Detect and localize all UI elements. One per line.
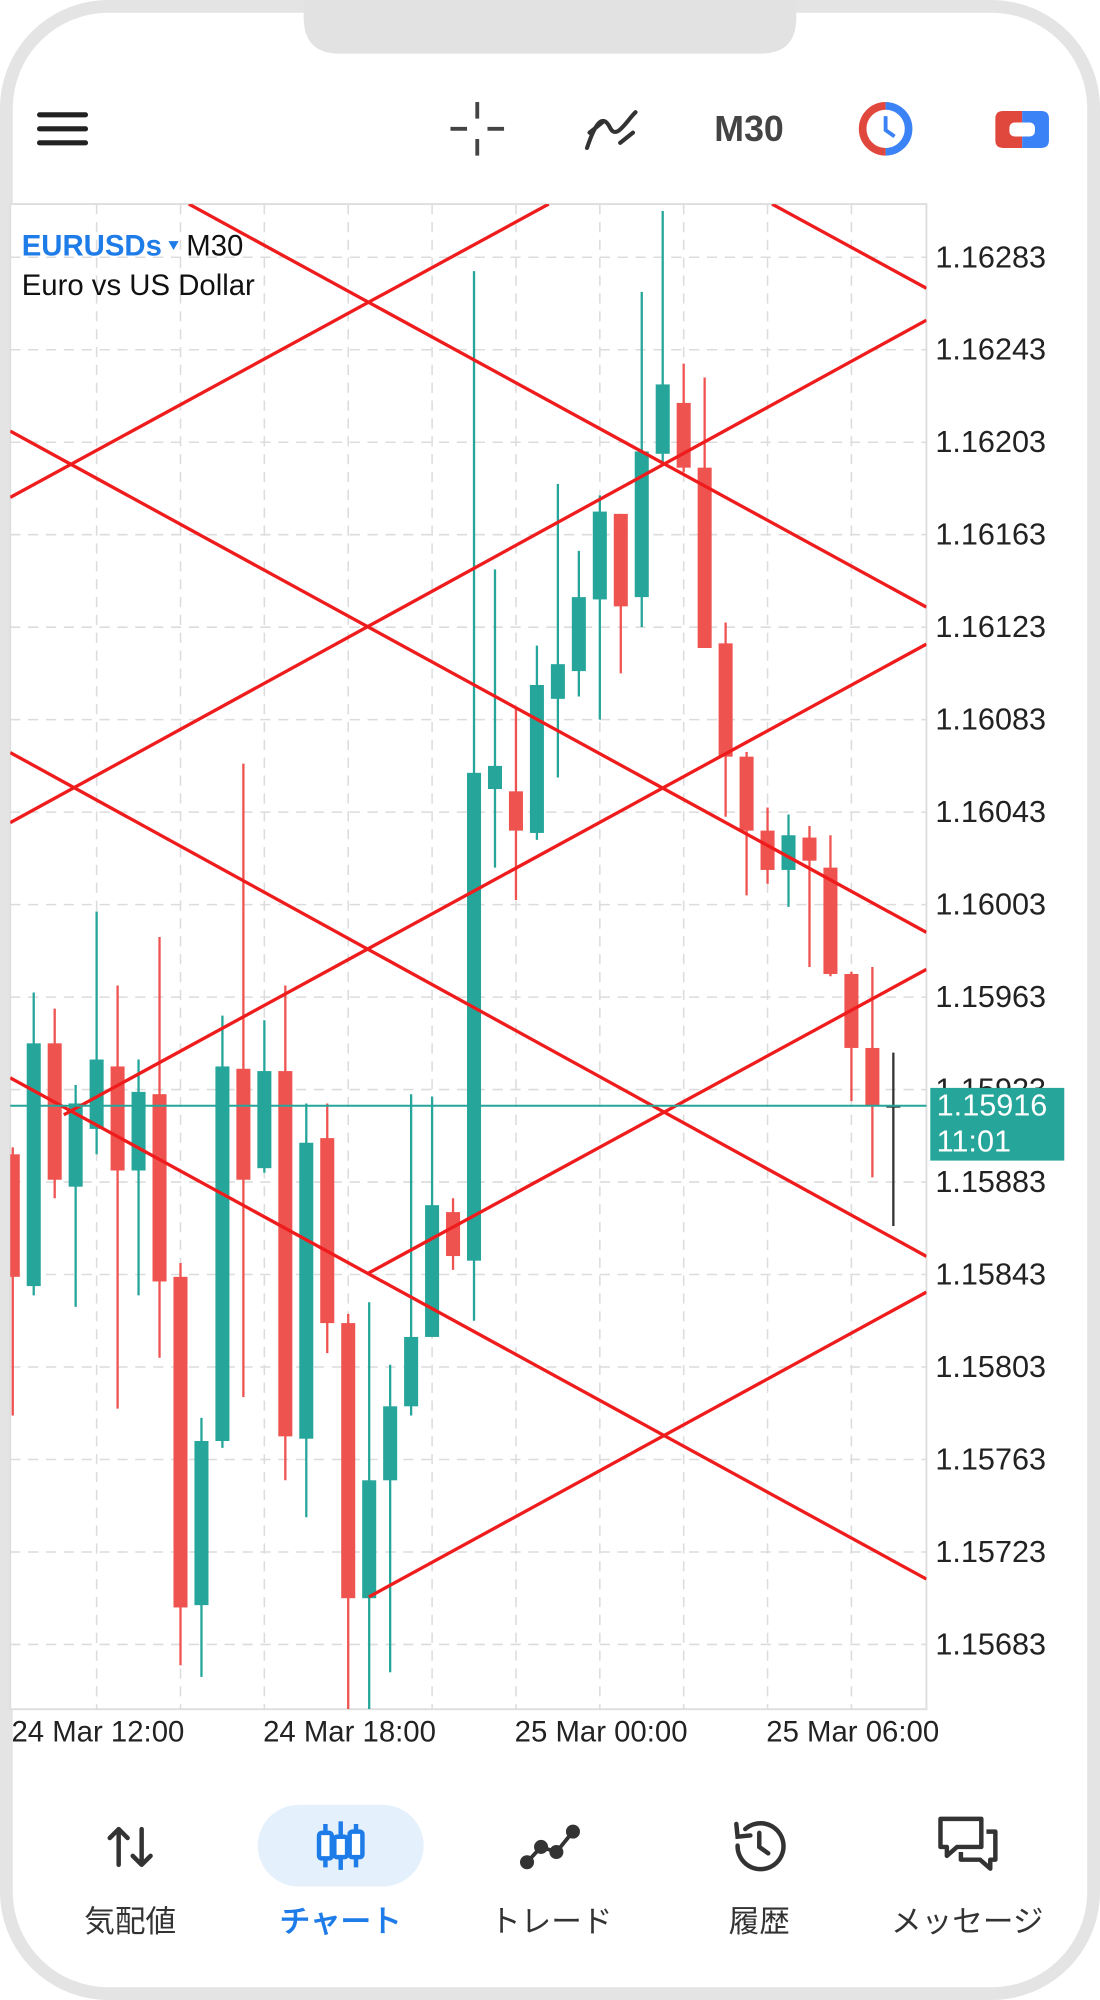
quotes-tab-icon[interactable] <box>107 1826 153 1868</box>
tab-label[interactable]: チャート <box>280 1905 402 1939</box>
candle-body <box>760 830 775 870</box>
y-tick-label: 1.15683 <box>935 1627 1046 1661</box>
candle-body <box>47 1043 62 1180</box>
candle-body <box>215 1066 230 1441</box>
candle-body <box>173 1276 188 1608</box>
candle-body <box>676 402 691 468</box>
tab-label[interactable]: 履歴 <box>729 1905 790 1939</box>
candle-body <box>865 1047 880 1106</box>
candles <box>10 211 901 1710</box>
candle-body <box>194 1440 209 1606</box>
x-tick-label: 25 Mar 00:00 <box>515 1716 688 1749</box>
candle-body <box>10 1154 20 1277</box>
candle-body <box>89 1059 104 1129</box>
candle-body <box>68 1103 83 1187</box>
candle-body <box>718 643 733 757</box>
y-tick-label: 1.15963 <box>935 980 1046 1014</box>
y-tick-label: 1.16243 <box>935 333 1046 367</box>
tab-bar: 気配値 チャート トレード 履歴 メッセージ <box>84 1804 1044 1939</box>
y-tick-label: 1.16123 <box>935 610 1046 644</box>
one-click-trading-button[interactable] <box>995 110 1049 148</box>
candle-body <box>655 384 670 454</box>
tab-label[interactable]: 気配値 <box>84 1905 176 1939</box>
menu-button[interactable] <box>37 112 89 146</box>
notch <box>303 0 797 54</box>
y-tick-label: 1.15803 <box>935 1350 1046 1384</box>
candle-body <box>110 1066 125 1171</box>
x-tick-label: 25 Mar 06:00 <box>766 1716 939 1749</box>
candle-body <box>446 1212 461 1257</box>
candle-body <box>613 513 628 607</box>
candle-body <box>508 791 523 831</box>
y-tick-label: 1.15763 <box>935 1442 1046 1476</box>
y-tick-label: 1.16283 <box>935 240 1046 274</box>
crosshair-button[interactable] <box>450 102 505 156</box>
timeframe-button[interactable]: M30 <box>714 109 784 149</box>
candle-body <box>550 664 565 699</box>
symbol-description: Euro vs US Dollar <box>22 269 255 302</box>
candle-body <box>592 511 607 600</box>
y-tick-label: 1.16083 <box>935 703 1046 737</box>
bar-countdown: 11:01 <box>937 1124 1011 1158</box>
candle-body <box>362 1480 377 1599</box>
candle-body <box>823 867 838 974</box>
candle-body <box>404 1336 419 1407</box>
candle-body <box>781 835 796 870</box>
current-price-label: 1.15916 <box>937 1089 1048 1123</box>
candle-body <box>257 1071 272 1169</box>
candle-body <box>236 1068 251 1180</box>
candle-body <box>802 837 817 861</box>
y-tick-label: 1.16163 <box>935 518 1046 552</box>
symbol-timeframe: M30 <box>186 230 243 263</box>
candle-body <box>529 684 544 833</box>
current-price-box <box>930 1087 1065 1161</box>
candle-body <box>152 1094 167 1282</box>
y-tick-label: 1.16003 <box>935 888 1046 922</box>
tab-label[interactable]: メッセージ <box>891 1905 1043 1939</box>
candle-body <box>278 1071 293 1437</box>
candle-body <box>320 1138 335 1324</box>
x-tick-label: 24 Mar 12:00 <box>11 1716 184 1749</box>
candle-body <box>383 1406 398 1481</box>
candle-body <box>697 467 712 648</box>
candle-body <box>299 1142 314 1439</box>
axes: 1.16283 1.16243 1.16203 1.16163 1.16123 1.160… <box>10 240 1065 1749</box>
y-tick-label: 1.15883 <box>935 1165 1046 1199</box>
history-tab-icon[interactable] <box>734 1821 786 1872</box>
candle-body <box>131 1091 146 1171</box>
indicators-button[interactable] <box>584 110 638 150</box>
symbol-name[interactable]: EURUSDs <box>22 230 162 263</box>
messages-tab-icon[interactable] <box>938 1816 998 1871</box>
candle-body <box>739 756 754 831</box>
x-tick-label: 24 Mar 18:00 <box>263 1716 436 1749</box>
candle-body <box>26 1043 41 1287</box>
symbol-header: EURUSDs M30 Euro vs US Dollar <box>22 230 255 303</box>
symbol-dropdown-arrow[interactable] <box>168 241 179 250</box>
candle-body <box>425 1205 440 1337</box>
candle-body <box>634 451 649 598</box>
y-tick-label: 1.15843 <box>935 1258 1046 1292</box>
drawn-channel-lines <box>10 204 927 1599</box>
y-tick-label: 1.16203 <box>935 425 1046 459</box>
history-clock-button[interactable] <box>858 102 913 156</box>
y-tick-label: 1.15723 <box>935 1535 1046 1569</box>
y-tick-label: 1.16043 <box>935 795 1046 829</box>
toolbar: M30 <box>37 102 1049 156</box>
chart-tab-icon[interactable] <box>316 1821 365 1870</box>
candle-body <box>487 765 503 790</box>
tab-label[interactable]: トレード <box>490 1905 612 1939</box>
candle-body <box>571 597 586 672</box>
candle-body <box>341 1323 356 1599</box>
candle-body <box>467 772 482 1261</box>
trade-tab-icon[interactable] <box>520 1824 580 1870</box>
